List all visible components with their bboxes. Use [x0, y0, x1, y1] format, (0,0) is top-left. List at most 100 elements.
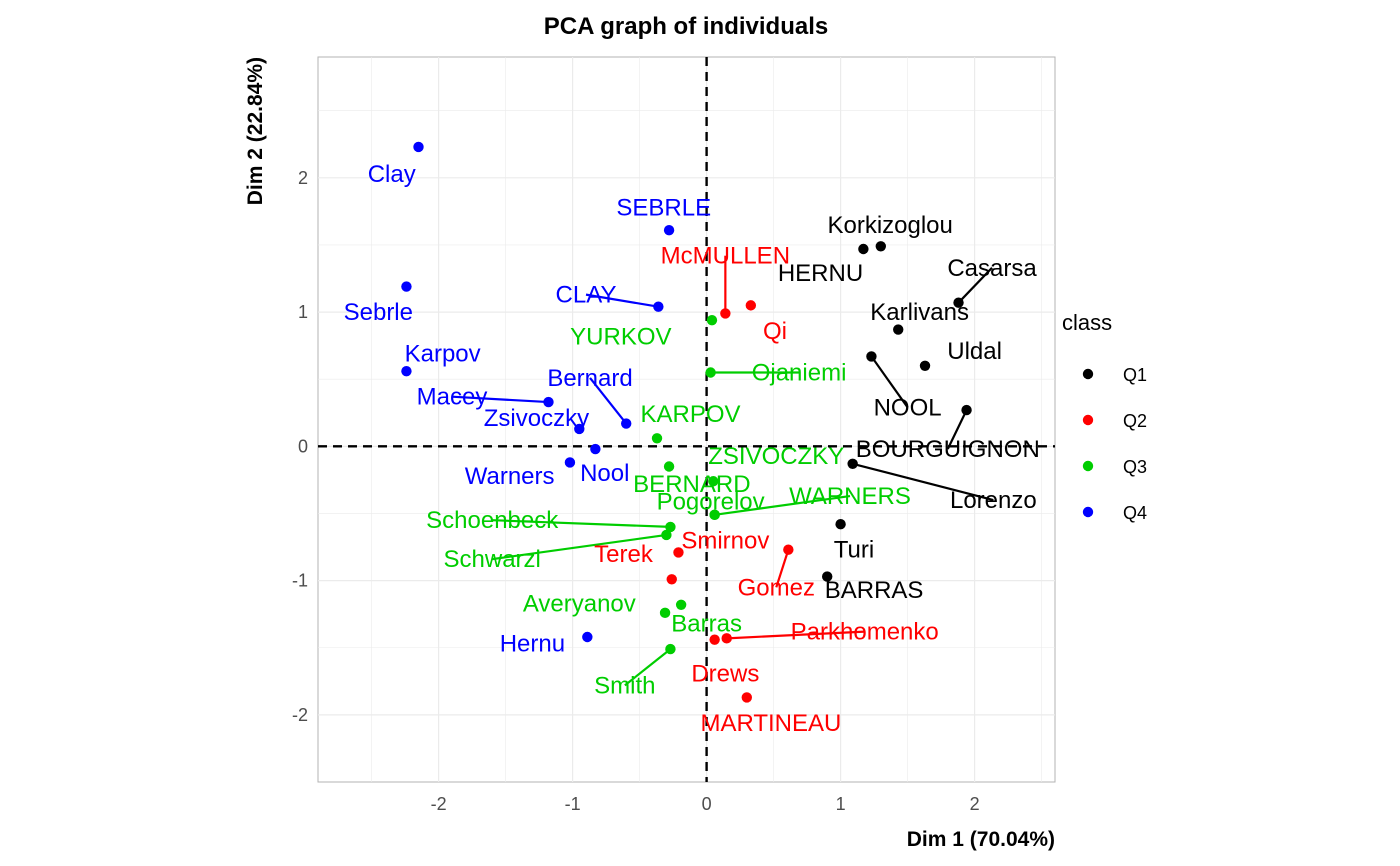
- x-tick-labels: -2 -1 0 1 2: [431, 794, 980, 814]
- point-label: Zsivoczky: [484, 405, 589, 432]
- data-point: [675, 599, 687, 610]
- data-point: [866, 351, 877, 362]
- chart-title: PCA graph of individuals: [544, 13, 828, 40]
- data-point: [847, 458, 858, 470]
- point-label: Barras: [671, 611, 742, 638]
- legend-label: Q4: [1123, 503, 1147, 523]
- legend-label: Q3: [1123, 457, 1147, 477]
- label-connector: [714, 494, 851, 516]
- label-connector: [775, 549, 790, 588]
- point-label: Parkhomenko: [791, 619, 939, 646]
- label-connectors: [451, 255, 994, 687]
- point-label: Sebrle: [344, 299, 413, 326]
- data-point: [659, 607, 671, 619]
- data-point: [401, 281, 412, 292]
- data-point: [706, 314, 718, 326]
- label-connector: [957, 267, 993, 304]
- data-point: [720, 308, 731, 319]
- legend-key: [1082, 414, 1094, 426]
- point-label: Turi: [834, 537, 874, 564]
- point-label: Nool: [580, 460, 629, 487]
- data-point: [709, 509, 720, 521]
- point-label: Macey: [417, 384, 488, 411]
- data-point: [875, 241, 886, 252]
- data-point: [543, 396, 554, 408]
- x-tick-label: -1: [565, 794, 581, 814]
- data-point: [893, 324, 904, 335]
- y-tick-label: -1: [292, 571, 308, 591]
- point-label: Drews: [691, 660, 759, 687]
- y-tick-label: 1: [298, 302, 308, 322]
- label-connector: [946, 409, 968, 450]
- data-point: [705, 367, 716, 378]
- data-point: [822, 571, 833, 582]
- legend-key: [1082, 368, 1094, 380]
- point-label: Schoenbeck: [426, 507, 559, 534]
- data-point: [401, 365, 412, 377]
- data-point: [745, 300, 757, 311]
- point-label: Hernu: [500, 631, 565, 658]
- point-label: Gomez: [738, 574, 815, 601]
- data-point: [919, 360, 931, 371]
- legend-title: class: [1062, 310, 1112, 335]
- data-point: [653, 301, 664, 312]
- point-label: Smith: [594, 672, 655, 699]
- point-label: MARTINEAU: [700, 710, 841, 737]
- data-point: [564, 457, 576, 468]
- point-label: KARPOV: [641, 401, 741, 428]
- point-label: BARRAS: [825, 577, 924, 604]
- label-connector: [624, 648, 672, 687]
- data-point: [673, 547, 684, 558]
- label-connector: [492, 533, 667, 561]
- label-connector: [726, 630, 865, 640]
- point-label: NOOL: [874, 394, 942, 421]
- point-label: Ojaniemi: [752, 360, 847, 387]
- data-point: [708, 476, 719, 487]
- data-point: [961, 404, 972, 416]
- point-label: ZSIVOCZKY: [708, 443, 844, 470]
- reference-lines: [318, 57, 1055, 782]
- point-label: BERNARD: [633, 471, 750, 498]
- label-connector: [451, 395, 549, 404]
- point-label: SEBRLE: [616, 194, 711, 221]
- data-point: [665, 643, 676, 655]
- point-label: Smirnov: [681, 527, 769, 554]
- point-label: WARNERS: [789, 483, 911, 510]
- y-tick-label: 0: [298, 436, 308, 456]
- point-label: BOURGUIGNON: [856, 436, 1040, 463]
- point-label: YURKOV: [570, 323, 671, 350]
- point-label: Casarsa: [947, 255, 1037, 282]
- label-connector: [492, 519, 671, 529]
- legend-label: Q1: [1123, 365, 1147, 385]
- legend-key: [1082, 506, 1094, 518]
- data-point: [413, 141, 424, 153]
- data-point: [741, 692, 752, 703]
- point-label: Clay: [368, 161, 416, 188]
- point-label: Averyanov: [523, 590, 636, 617]
- point-label: CLAY: [556, 282, 617, 309]
- y-tick-label: -2: [292, 705, 308, 725]
- point-label: Schwarzl: [444, 546, 541, 573]
- legend-key: [1082, 460, 1094, 472]
- data-point: [574, 423, 585, 435]
- point-label: Terek: [594, 541, 654, 568]
- data-point: [709, 634, 720, 645]
- data-point: [666, 574, 677, 585]
- data-point: [661, 529, 672, 541]
- data-point: [665, 521, 676, 533]
- data-point: [783, 544, 794, 555]
- point-label: Bernard: [547, 365, 632, 392]
- data-point: [651, 433, 663, 444]
- x-tick-label: 0: [702, 794, 712, 814]
- point-label: Warners: [465, 463, 555, 490]
- x-tick-label: 1: [836, 794, 846, 814]
- label-connector: [852, 462, 994, 502]
- data-point: [663, 461, 675, 472]
- data-point: [721, 633, 732, 644]
- label-connector: [589, 377, 628, 425]
- x-tick-label: 2: [970, 794, 980, 814]
- point-label: Korkizoglou: [827, 212, 952, 239]
- point-label: Pogorelov: [657, 488, 765, 515]
